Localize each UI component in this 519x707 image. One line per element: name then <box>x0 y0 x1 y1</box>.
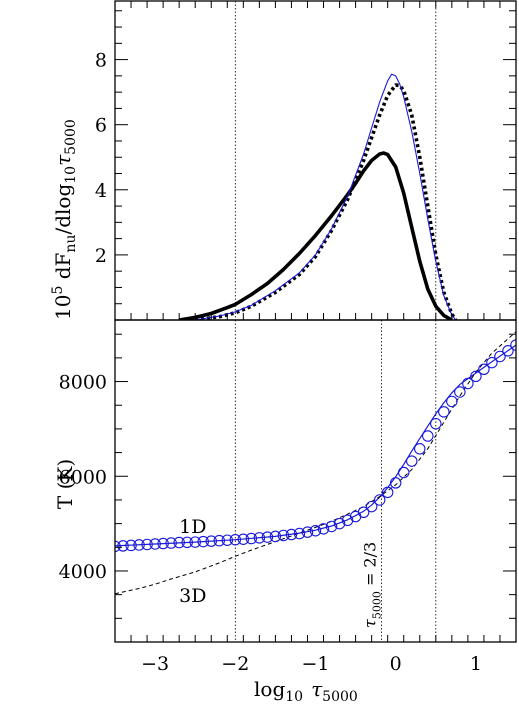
temperature-marker-8 <box>173 536 185 549</box>
bottom-y-tick-label-4000: 4000 <box>59 561 107 583</box>
bottom-reference-lines <box>234 320 437 642</box>
temperature-marker-30 <box>349 510 362 523</box>
xlabel-log: log <box>254 677 285 701</box>
temperature-marker-43 <box>454 386 466 398</box>
temperature-marker-37 <box>405 455 418 467</box>
temperature-marker-10 <box>189 536 201 548</box>
temperature-marker-6 <box>157 537 169 550</box>
temperature-marker-32 <box>365 500 378 513</box>
temperature-marker-24 <box>301 526 314 538</box>
temperature-marker-31 <box>357 506 370 519</box>
top-series-line-0 <box>178 151 453 320</box>
temperature-marker-41 <box>438 406 450 418</box>
temperature-marker-38 <box>414 443 426 455</box>
bottom-y-axis-label: T (K) <box>53 459 77 509</box>
temperature-marker-44 <box>462 377 474 390</box>
temperature-marker-33 <box>373 494 386 506</box>
tau-equals-two-thirds: = 2/3 <box>361 542 380 591</box>
top-y-tick-label-8: 8 <box>95 50 107 72</box>
temperature-marker-21 <box>277 529 290 542</box>
temperature-marker-45 <box>470 370 482 383</box>
top-y-tick-label-6: 6 <box>95 115 107 137</box>
xlabel-tau: τ <box>311 677 323 701</box>
temperature-marker-18 <box>253 532 266 544</box>
temperature-marker-28 <box>333 517 346 530</box>
bottom-series-group <box>115 331 516 595</box>
top-series-line-2 <box>195 73 457 320</box>
temperature-marker-39 <box>422 430 434 442</box>
x-axis-label: log10 τ5000 <box>254 677 358 705</box>
temperature-marker-19 <box>261 531 274 543</box>
tau-symbol: τ <box>361 618 380 628</box>
temperature-marker-4 <box>141 538 153 551</box>
top-series-group <box>178 73 458 320</box>
temperature-marker-49 <box>502 345 514 357</box>
temperature-marker-22 <box>285 528 298 541</box>
temperature-marker-3 <box>133 539 145 551</box>
bottom-y-tick-label-6000: 6000 <box>59 466 107 488</box>
temperature-marker-35 <box>389 477 402 489</box>
tau-sub-5000: 5000 <box>371 591 384 619</box>
ylabel-part-b: dF <box>51 252 75 285</box>
temperature-marker-5 <box>149 538 161 550</box>
temperature-marker-27 <box>325 520 338 533</box>
temperature-marker-47 <box>486 356 498 369</box>
x-tick-label-0: −3 <box>141 653 169 675</box>
temperature-marker-26 <box>317 523 330 535</box>
temperature-marker-9 <box>181 536 193 549</box>
temperature-marker-16 <box>237 533 250 545</box>
bottom-panel-frame <box>114 319 517 643</box>
temperature-marker-12 <box>205 535 217 547</box>
temperature-marker-50 <box>510 339 516 351</box>
curve-label-1d: 1D <box>179 516 206 538</box>
ylabel-sub-nu: nu <box>63 235 79 253</box>
top-y-tick-label-2: 2 <box>95 245 107 267</box>
temperature-marker-48 <box>494 350 506 363</box>
ylabel-part-c: /dlog <box>51 184 75 235</box>
x-tick-label-3: 0 <box>390 653 402 675</box>
ylabel-tau: τ <box>51 154 75 166</box>
bottom-y-tick-label-8000: 8000 <box>59 372 107 394</box>
temperature-marker-1 <box>117 540 129 552</box>
temperature-marker-2 <box>125 539 137 552</box>
temperature-marker-13 <box>213 534 226 547</box>
temperature-marker-20 <box>269 530 282 543</box>
temperature-marker-7 <box>165 537 177 549</box>
temperature-marker-46 <box>478 363 490 375</box>
ylabel-sub-5000: 5000 <box>63 119 79 155</box>
top-y-axis-label: 105 dFnu/dlog10τ5000 <box>50 119 79 320</box>
ylabel-part-a: 10 <box>51 295 75 320</box>
temperature-marker-36 <box>397 466 410 479</box>
x-tick-label-1: −2 <box>221 653 249 675</box>
top-y-tick-label-4: 4 <box>95 180 107 202</box>
temperature-marker-25 <box>309 524 322 537</box>
ylabel-sub-10: 10 <box>63 166 79 184</box>
xlabel-sub-5000: 5000 <box>322 689 358 705</box>
temperature-marker-40 <box>430 417 442 430</box>
tick-labels: 2 4 6 8 4000 6000 8000 −3 −2 −1 0 1 <box>59 50 482 675</box>
tau-two-thirds-label: τ5000 = 2/3 <box>361 542 384 628</box>
x-tick-label-2: −1 <box>301 653 329 675</box>
top-reference-lines <box>234 1 437 320</box>
axis-ticks <box>114 1 517 642</box>
temperature-marker-17 <box>245 532 258 545</box>
temperature-marker-42 <box>446 395 458 408</box>
temperature-line-1d <box>115 344 516 547</box>
top-panel-frame <box>114 0 517 321</box>
temperature-marker-23 <box>293 527 306 540</box>
top-series-line-1 <box>194 83 458 320</box>
xlabel-sub-10: 10 <box>285 689 303 705</box>
x-tick-label-4: 1 <box>470 653 482 675</box>
temperature-marker-11 <box>197 535 209 548</box>
temperature-line-3d <box>115 331 516 595</box>
curve-label-3d: 3D <box>179 585 206 607</box>
temperature-marker-34 <box>381 486 394 499</box>
temperature-marker-14 <box>221 534 234 546</box>
ylabel-sup: 5 <box>50 286 66 295</box>
temperature-marker-15 <box>229 533 242 546</box>
